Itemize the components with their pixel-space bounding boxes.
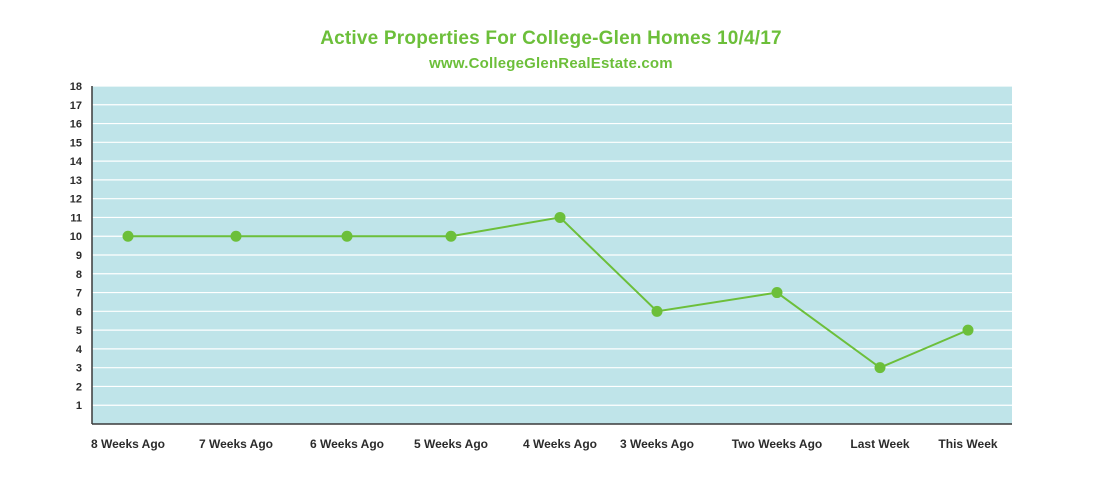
data-point	[230, 230, 242, 242]
x-tick-label: 6 Weeks Ago	[310, 437, 384, 451]
data-point	[341, 230, 353, 242]
x-tick-label: Last Week	[850, 437, 909, 451]
y-tick-label: 7	[76, 288, 82, 300]
y-tick-label: 14	[70, 156, 83, 168]
y-tick-label: 12	[70, 194, 82, 206]
data-point	[554, 211, 566, 223]
y-tick-label: 13	[70, 175, 82, 187]
data-point	[445, 230, 457, 242]
data-point	[771, 287, 783, 299]
data-point	[122, 230, 134, 242]
y-tick-label: 6	[76, 306, 82, 318]
x-tick-label: Two Weeks Ago	[732, 437, 822, 451]
y-tick-label: 18	[70, 81, 82, 93]
y-tick-label: 4	[76, 344, 83, 356]
data-point	[962, 324, 974, 336]
y-tick-label: 11	[70, 212, 82, 224]
y-tick-label: 3	[76, 363, 82, 375]
y-tick-label: 15	[70, 137, 82, 149]
chart-title: Active Properties For College-Glen Homes…	[320, 28, 782, 49]
chart-subtitle: www.CollegeGlenRealEstate.com	[429, 55, 673, 72]
x-tick-label: 5 Weeks Ago	[414, 437, 488, 451]
y-tick-label: 9	[76, 250, 82, 262]
y-tick-label: 5	[76, 325, 82, 337]
y-tick-label: 1	[76, 400, 82, 412]
data-point	[874, 362, 886, 374]
y-tick-label: 17	[70, 100, 82, 112]
y-tick-label: 8	[76, 269, 82, 281]
y-tick-label: 16	[70, 119, 82, 131]
x-tick-label: 7 Weeks Ago	[199, 437, 273, 451]
y-tick-label: 10	[70, 231, 82, 243]
y-tick-label: 2	[76, 381, 82, 393]
x-tick-label: This Week	[938, 437, 997, 451]
x-tick-label: 3 Weeks Ago	[620, 437, 694, 451]
x-tick-label: 4 Weeks Ago	[523, 437, 597, 451]
data-point	[651, 305, 663, 317]
x-tick-label: 8 Weeks Ago	[91, 437, 165, 451]
